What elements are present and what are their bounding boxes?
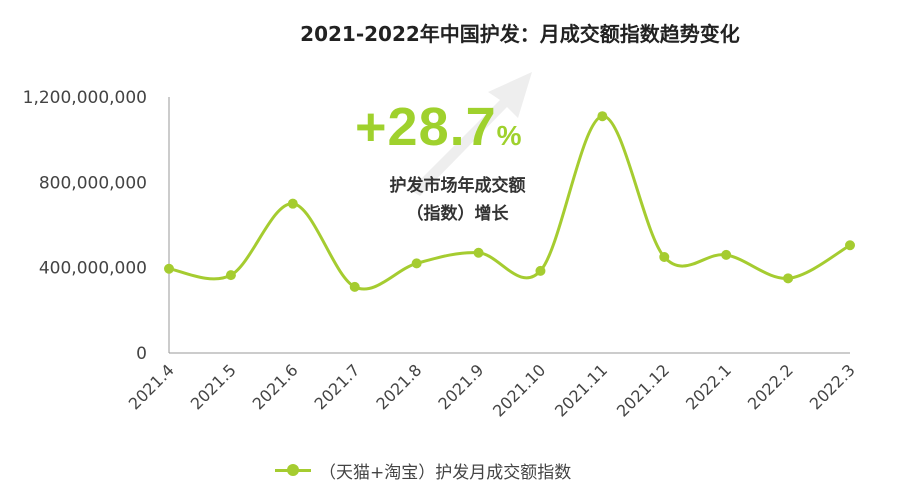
growth-caption-line1: 护发市场年成交额 xyxy=(389,176,526,196)
growth-arrow-shape xyxy=(410,72,532,196)
data-point xyxy=(845,240,855,251)
x-tick-label: 2021.7 xyxy=(311,360,364,413)
data-point xyxy=(783,273,794,284)
legend-label: （天猫+淘宝）护发月成交额指数 xyxy=(319,462,572,483)
growth-annotation: +28.7% xyxy=(355,96,522,158)
x-tick-label: 2022.2 xyxy=(744,360,797,413)
data-point xyxy=(225,270,236,281)
x-tick-label: 2021.6 xyxy=(249,360,302,413)
growth-percent-sign: % xyxy=(496,120,522,151)
data-point xyxy=(287,198,298,209)
y-tick-label: 1,200,000,000 xyxy=(23,88,147,108)
legend-line-marker-icon xyxy=(275,462,311,478)
data-point xyxy=(659,252,670,262)
x-tick-label: 2021.5 xyxy=(187,360,240,413)
data-point xyxy=(349,281,360,292)
series-line-group xyxy=(164,111,855,292)
y-tick-label: 800,000,000 xyxy=(39,173,147,193)
growth-caption: 护发市场年成交额 （指数）增长 xyxy=(360,172,555,228)
x-tick-label: 2021.12 xyxy=(613,360,673,420)
growth-caption-line2: （指数）增长 xyxy=(406,204,509,224)
data-point xyxy=(473,247,484,258)
x-tick-label: 2022.3 xyxy=(806,360,859,413)
y-axis: 0 400,000,000 800,000,000 1,200,000,000 xyxy=(23,88,170,364)
x-tick-label: 2021.10 xyxy=(489,360,549,420)
growth-value: +28.7 xyxy=(355,97,497,157)
data-point xyxy=(164,263,174,274)
x-tick-label: 2021.9 xyxy=(434,360,487,413)
data-point xyxy=(535,265,546,276)
y-tick-label: 0 xyxy=(136,344,147,364)
data-point xyxy=(597,111,608,122)
x-tick-label: 2021.8 xyxy=(372,360,425,413)
x-tick-label: 2021.4 xyxy=(125,360,178,413)
y-tick-label: 400,000,000 xyxy=(39,259,147,279)
data-point xyxy=(721,249,732,260)
chart-title: 2021-2022年中国护发：月成交额指数趋势变化 xyxy=(300,22,740,46)
data-point xyxy=(411,258,422,269)
x-axis: 2021.4 2021.5 2021.6 2021.7 2021.8 2021.9 2021… xyxy=(125,352,859,421)
x-tick-label: 2022.1 xyxy=(682,360,735,413)
x-tick-label: 2021.11 xyxy=(551,360,611,420)
legend: （天猫+淘宝）护发月成交额指数 xyxy=(275,458,572,483)
